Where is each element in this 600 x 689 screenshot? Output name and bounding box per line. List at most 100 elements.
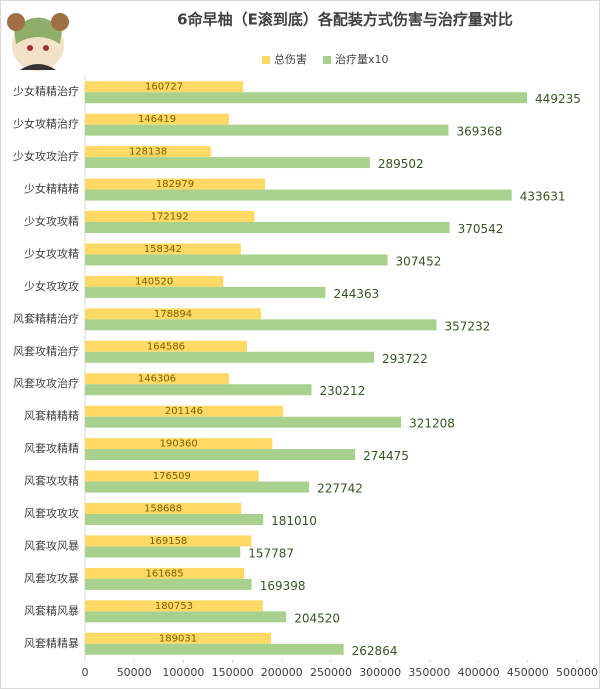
y-tick-label: 少女攻攻精 — [24, 246, 79, 260]
bar — [85, 632, 272, 644]
y-tick-label: 风套精风暴 — [24, 604, 79, 617]
legend-swatch — [323, 56, 331, 64]
data-label: 433631 — [520, 190, 566, 204]
bar — [85, 416, 402, 428]
x-tick-label: 350000 — [408, 666, 450, 679]
bar — [85, 308, 262, 320]
x-tick-label: 300000 — [359, 666, 401, 679]
data-label: 227742 — [317, 482, 363, 496]
data-label: 262864 — [352, 644, 398, 658]
data-label: 157787 — [248, 546, 294, 560]
avatar — [7, 13, 69, 71]
y-tick-label: 风套攻攻暴 — [24, 571, 79, 585]
data-label: 180753 — [155, 601, 193, 612]
bar — [85, 189, 512, 201]
bar — [85, 611, 287, 623]
data-label: 178894 — [154, 309, 192, 320]
y-tick-label: 风套攻风暴 — [24, 538, 79, 552]
bar — [85, 546, 241, 558]
y-tick-label: 风套精精暴 — [24, 637, 79, 650]
y-tick-label: 少女精精精 — [24, 182, 79, 196]
bar — [85, 567, 245, 579]
data-label: 160727 — [145, 82, 183, 93]
data-label: 369368 — [456, 125, 502, 139]
data-label: 307452 — [396, 254, 442, 268]
y-tick-label: 少女攻攻攻 — [24, 279, 79, 293]
bar — [85, 157, 370, 169]
x-tick-label: 0 — [82, 666, 89, 679]
bar — [85, 81, 244, 93]
bar — [85, 319, 437, 331]
y-tick-label: 风套精精治疗 — [13, 311, 79, 325]
bar — [85, 503, 242, 514]
bar — [85, 481, 310, 493]
bar — [85, 340, 247, 352]
y-tick-label: 风套精精精 — [24, 410, 79, 423]
data-label: 182979 — [156, 179, 194, 190]
chart-title: 6命早柚（E滚到底）各配装方式伤害与治疗量对比 — [177, 11, 513, 29]
y-tick-label: 少女攻精治疗 — [13, 117, 79, 131]
bar — [85, 449, 356, 461]
y-tick-label: 风套攻精治疗 — [13, 344, 79, 358]
x-tick-label: 150000 — [212, 666, 254, 679]
data-label: 128138 — [129, 147, 167, 158]
bar — [85, 275, 224, 287]
data-label: 204520 — [294, 611, 340, 625]
bar — [85, 384, 312, 396]
x-tick-label: 200000 — [261, 666, 303, 679]
data-label: 146306 — [138, 374, 176, 385]
x-tick-label: 400000 — [458, 666, 500, 679]
data-label: 230212 — [320, 384, 366, 398]
legend-label: 总伤害 — [274, 52, 307, 66]
data-label: 370542 — [458, 222, 504, 236]
data-label: 181010 — [271, 514, 317, 528]
bar — [85, 243, 241, 255]
x-tick-label: 250000 — [310, 666, 352, 679]
bar — [85, 535, 252, 547]
bar — [85, 211, 255, 222]
legend-swatch — [262, 56, 270, 64]
data-label: 293722 — [382, 352, 428, 366]
legend-label: 治疗量x10 — [335, 52, 389, 66]
bar — [85, 254, 388, 266]
bar — [85, 222, 450, 233]
y-tick-label: 风套攻精精 — [24, 441, 79, 455]
x-tick-label: 450000 — [507, 666, 549, 679]
y-tick-label: 风套攻攻精 — [24, 474, 79, 488]
bar — [85, 514, 264, 525]
y-tick-label: 少女攻攻精 — [24, 214, 79, 228]
bar — [85, 578, 252, 590]
data-label: 158688 — [144, 504, 182, 515]
bar — [85, 438, 273, 450]
data-label: 321208 — [409, 417, 455, 431]
bar — [85, 113, 230, 125]
x-tick-label: 50000 — [117, 666, 152, 679]
data-label: 244363 — [333, 287, 379, 301]
bar — [85, 600, 263, 612]
y-tick-label: 风套攻攻攻 — [24, 506, 79, 520]
bar — [85, 146, 212, 158]
x-tick-label: 500000 — [556, 666, 598, 679]
bar — [85, 124, 449, 136]
bar — [85, 351, 375, 363]
data-label: 289502 — [378, 157, 424, 171]
y-tick-label: 少女攻攻治疗 — [13, 149, 79, 163]
bar — [85, 286, 326, 298]
x-tick-label: 100000 — [162, 666, 204, 679]
bar — [85, 92, 528, 104]
data-label: 274475 — [363, 449, 409, 463]
data-label: 190360 — [160, 439, 198, 450]
bar — [85, 178, 266, 190]
data-label: 161685 — [145, 568, 183, 579]
bar — [85, 643, 344, 655]
data-label: 172192 — [151, 212, 189, 223]
y-tick-label: 风套攻攻治疗 — [13, 376, 79, 390]
data-label: 140520 — [135, 276, 173, 287]
bar — [85, 373, 229, 385]
data-label: 189031 — [159, 633, 197, 644]
data-label: 449235 — [535, 92, 581, 106]
data-label: 158342 — [144, 244, 182, 255]
data-label: 169398 — [260, 579, 306, 593]
data-label: 146419 — [138, 114, 176, 125]
